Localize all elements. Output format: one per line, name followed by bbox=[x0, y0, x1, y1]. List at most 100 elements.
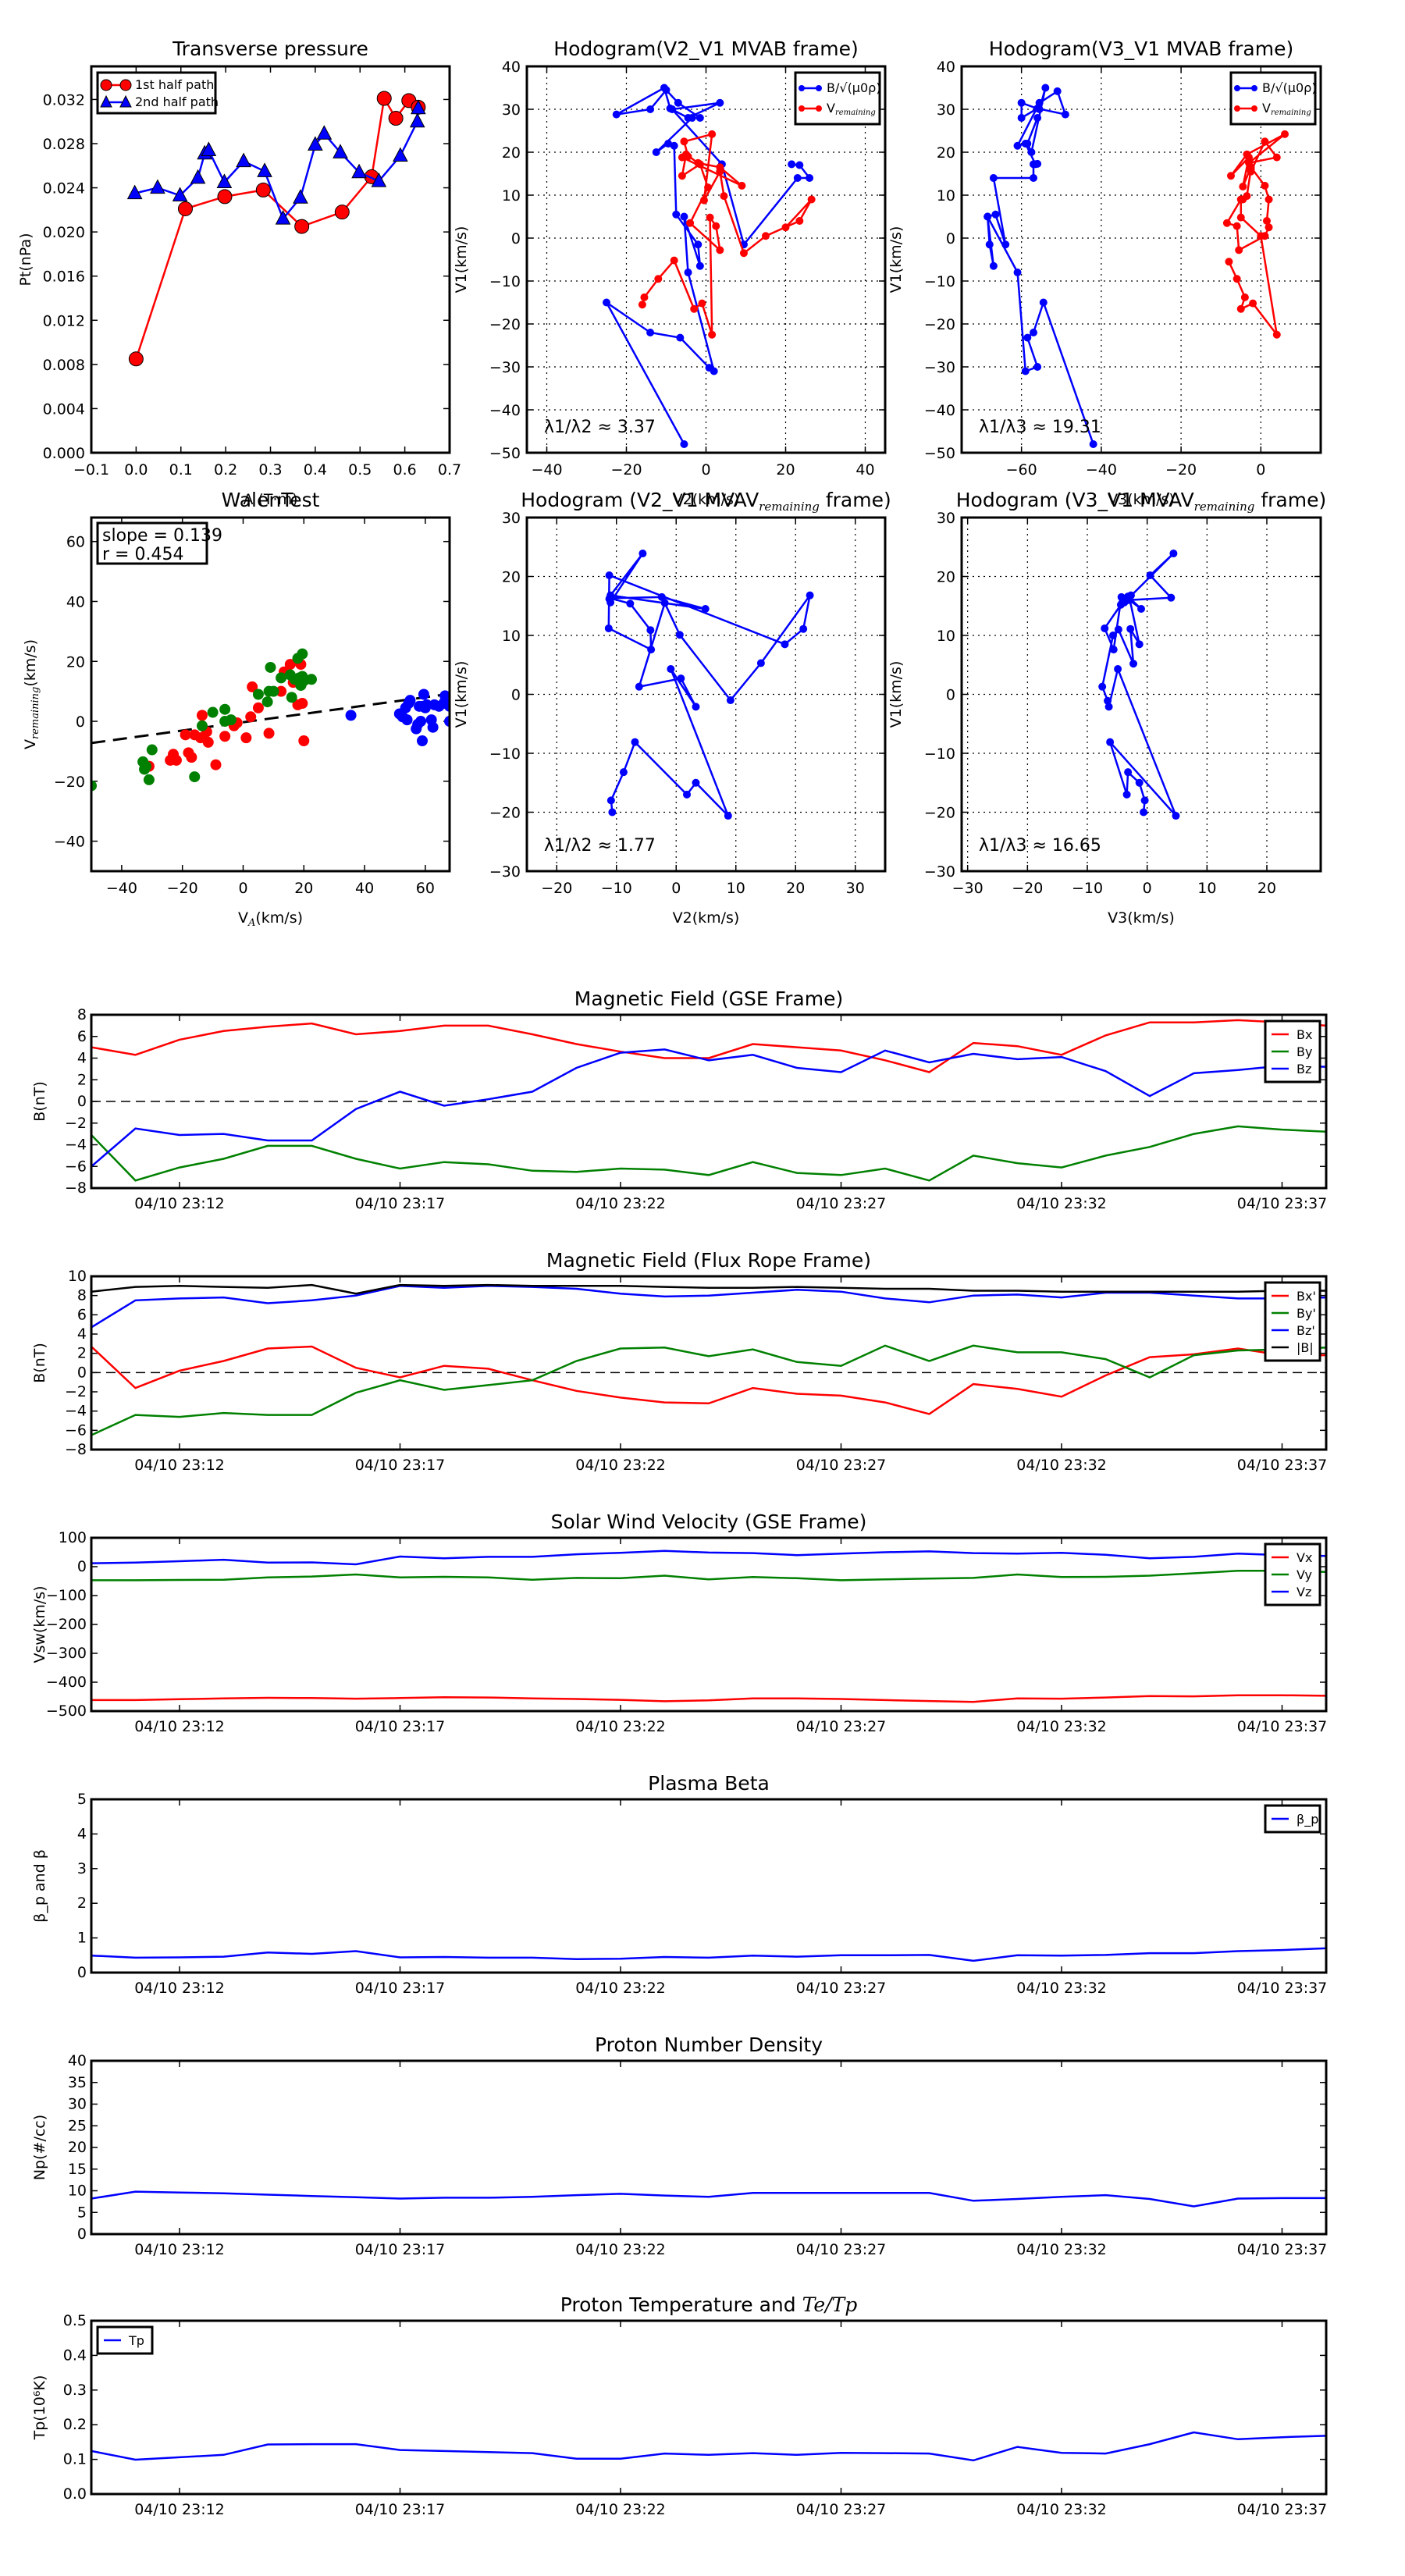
marker-dot bbox=[1116, 600, 1125, 609]
marker-dot bbox=[1017, 114, 1026, 122]
marker-circle bbox=[177, 201, 193, 216]
y-axis-label: Tp(10⁶K) bbox=[31, 2375, 48, 2441]
y-tick-label: −50 bbox=[489, 445, 521, 462]
y-tick-label: 10 bbox=[502, 187, 521, 205]
x-tick-label: 04/10 23:12 bbox=[134, 1195, 225, 1212]
marker-dot bbox=[985, 240, 994, 249]
chart-np: 04/10 23:12 04/10 23:17 04/10 23:22 04/10 2… bbox=[31, 2033, 1328, 2258]
point-red bbox=[170, 754, 182, 766]
x-tick-label: 04/10 23:12 bbox=[134, 2241, 225, 2258]
legend-marker bbox=[119, 94, 132, 108]
y-tick-label: 100 bbox=[59, 1529, 87, 1546]
series-line-Vx bbox=[91, 1694, 1326, 1703]
y-tick-label: −40 bbox=[54, 834, 85, 851]
y-tick-label: 8 bbox=[77, 1287, 87, 1304]
y-tick-label: 0 bbox=[946, 687, 955, 704]
y-tick-label: 0.3 bbox=[63, 2382, 87, 2399]
series-line-By bbox=[91, 1125, 1326, 1182]
marker-dot bbox=[664, 140, 673, 148]
marker-dot bbox=[654, 275, 663, 283]
marker-triangle bbox=[316, 125, 333, 140]
marker-circle bbox=[128, 351, 144, 367]
x-tick-label: 04/10 23:22 bbox=[575, 1457, 666, 1474]
marker-dot bbox=[1222, 219, 1231, 227]
marker-dot bbox=[989, 174, 998, 182]
series-line-Np bbox=[91, 2190, 1326, 2208]
marker-dot bbox=[1272, 330, 1281, 339]
chart-transverse: −0.1 0.0 0.1 0.2 0.3 0.4 0.5 0.6 0.7 0.000 0.004 0.… bbox=[17, 37, 461, 508]
legend-label: Bx' bbox=[1297, 1289, 1316, 1304]
chart-title: Transverse pressure bbox=[172, 37, 368, 60]
axes-frame bbox=[90, 516, 451, 873]
y-tick-label: 10 bbox=[68, 1268, 87, 1285]
x-tick-label: 04/10 23:32 bbox=[1016, 1457, 1107, 1474]
marker-dot bbox=[699, 196, 708, 205]
lg-main: V bbox=[1262, 101, 1271, 116]
marker-triangle bbox=[308, 136, 323, 151]
chart-walen: −40 −20 0 20 40 60−40−200204060WalenTestVA(km… bbox=[22, 489, 451, 929]
marker-dot bbox=[1225, 258, 1233, 266]
marker-dot bbox=[635, 682, 643, 691]
marker-dot bbox=[1232, 275, 1241, 283]
stats-box bbox=[96, 521, 208, 565]
marker-dot bbox=[680, 440, 688, 448]
series-line-Bx bbox=[91, 1345, 1326, 1415]
y-tick-label: 0 bbox=[511, 687, 521, 704]
plot-area bbox=[91, 2190, 1326, 2208]
y-tick-label: −8 bbox=[65, 1179, 87, 1197]
y-tick-label: −30 bbox=[924, 359, 955, 376]
y-tick-label: 0.000 bbox=[43, 445, 85, 462]
x-tick-label: 30 bbox=[846, 880, 865, 897]
x-tick-label: 04/10 23:27 bbox=[796, 1195, 887, 1212]
plot-area bbox=[91, 648, 450, 792]
x-tick-label: 0.2 bbox=[214, 461, 237, 479]
point-green bbox=[295, 679, 307, 691]
marker-dot bbox=[677, 674, 685, 683]
point-green bbox=[219, 703, 231, 715]
y-tick-label: 0.020 bbox=[43, 224, 85, 241]
x-tick-label: 04/10 23:22 bbox=[575, 1195, 666, 1212]
marker-triangle bbox=[371, 173, 387, 187]
y-tick-label: 25 bbox=[68, 2117, 87, 2134]
xl-main: V bbox=[238, 909, 248, 927]
marker-dot bbox=[1109, 646, 1118, 654]
y-tick-label: 0.008 bbox=[43, 357, 85, 374]
point-blue bbox=[401, 714, 413, 726]
marker-circle bbox=[376, 91, 392, 106]
x-tick-label: 0.5 bbox=[348, 461, 372, 479]
y-tick-label: −50 bbox=[924, 445, 955, 462]
marker-dot bbox=[1013, 269, 1022, 276]
y-tick-label: 6 bbox=[77, 1306, 87, 1323]
legend-marker bbox=[1251, 105, 1257, 112]
y-axis-label: Vremaining(km/s) bbox=[22, 639, 41, 749]
marker-dot bbox=[1124, 768, 1133, 777]
marker-circle bbox=[334, 205, 350, 220]
point-red bbox=[240, 732, 252, 744]
legend-marker bbox=[799, 105, 805, 112]
marker-dot bbox=[1167, 593, 1176, 602]
series-line-B bbox=[91, 1283, 1326, 1295]
marker-dot bbox=[1098, 682, 1107, 691]
y-tick-label: 1 bbox=[77, 1930, 87, 1947]
x-tick-label: 04/10 23:12 bbox=[134, 2501, 225, 2518]
marker-dot bbox=[1126, 624, 1135, 633]
marker-dot bbox=[647, 646, 656, 654]
marker-triangle bbox=[393, 147, 408, 162]
y-tick-label: −500 bbox=[46, 1703, 87, 1720]
x-tick-label: 20 bbox=[1257, 880, 1276, 897]
y-tick-label: 0.4 bbox=[63, 2347, 87, 2364]
marker-triangle bbox=[190, 169, 206, 184]
y-tick-label: −20 bbox=[54, 774, 85, 791]
series-line-2ndhalfpath bbox=[134, 108, 420, 221]
y-axis-label: β_p and β bbox=[31, 1849, 48, 1923]
point-green bbox=[140, 760, 152, 772]
marker-dot bbox=[1240, 293, 1249, 301]
marker-dot bbox=[1108, 632, 1117, 639]
legend-label: Bx bbox=[1297, 1027, 1312, 1042]
x-axis-label: V2(km/s) bbox=[673, 909, 740, 927]
x-tick-label: 04/10 23:22 bbox=[575, 1718, 666, 1735]
marker-dot bbox=[603, 298, 610, 307]
y-tick-label: 30 bbox=[68, 2096, 87, 2113]
series-line-B0 bbox=[986, 87, 1094, 445]
legend-box bbox=[96, 71, 217, 115]
